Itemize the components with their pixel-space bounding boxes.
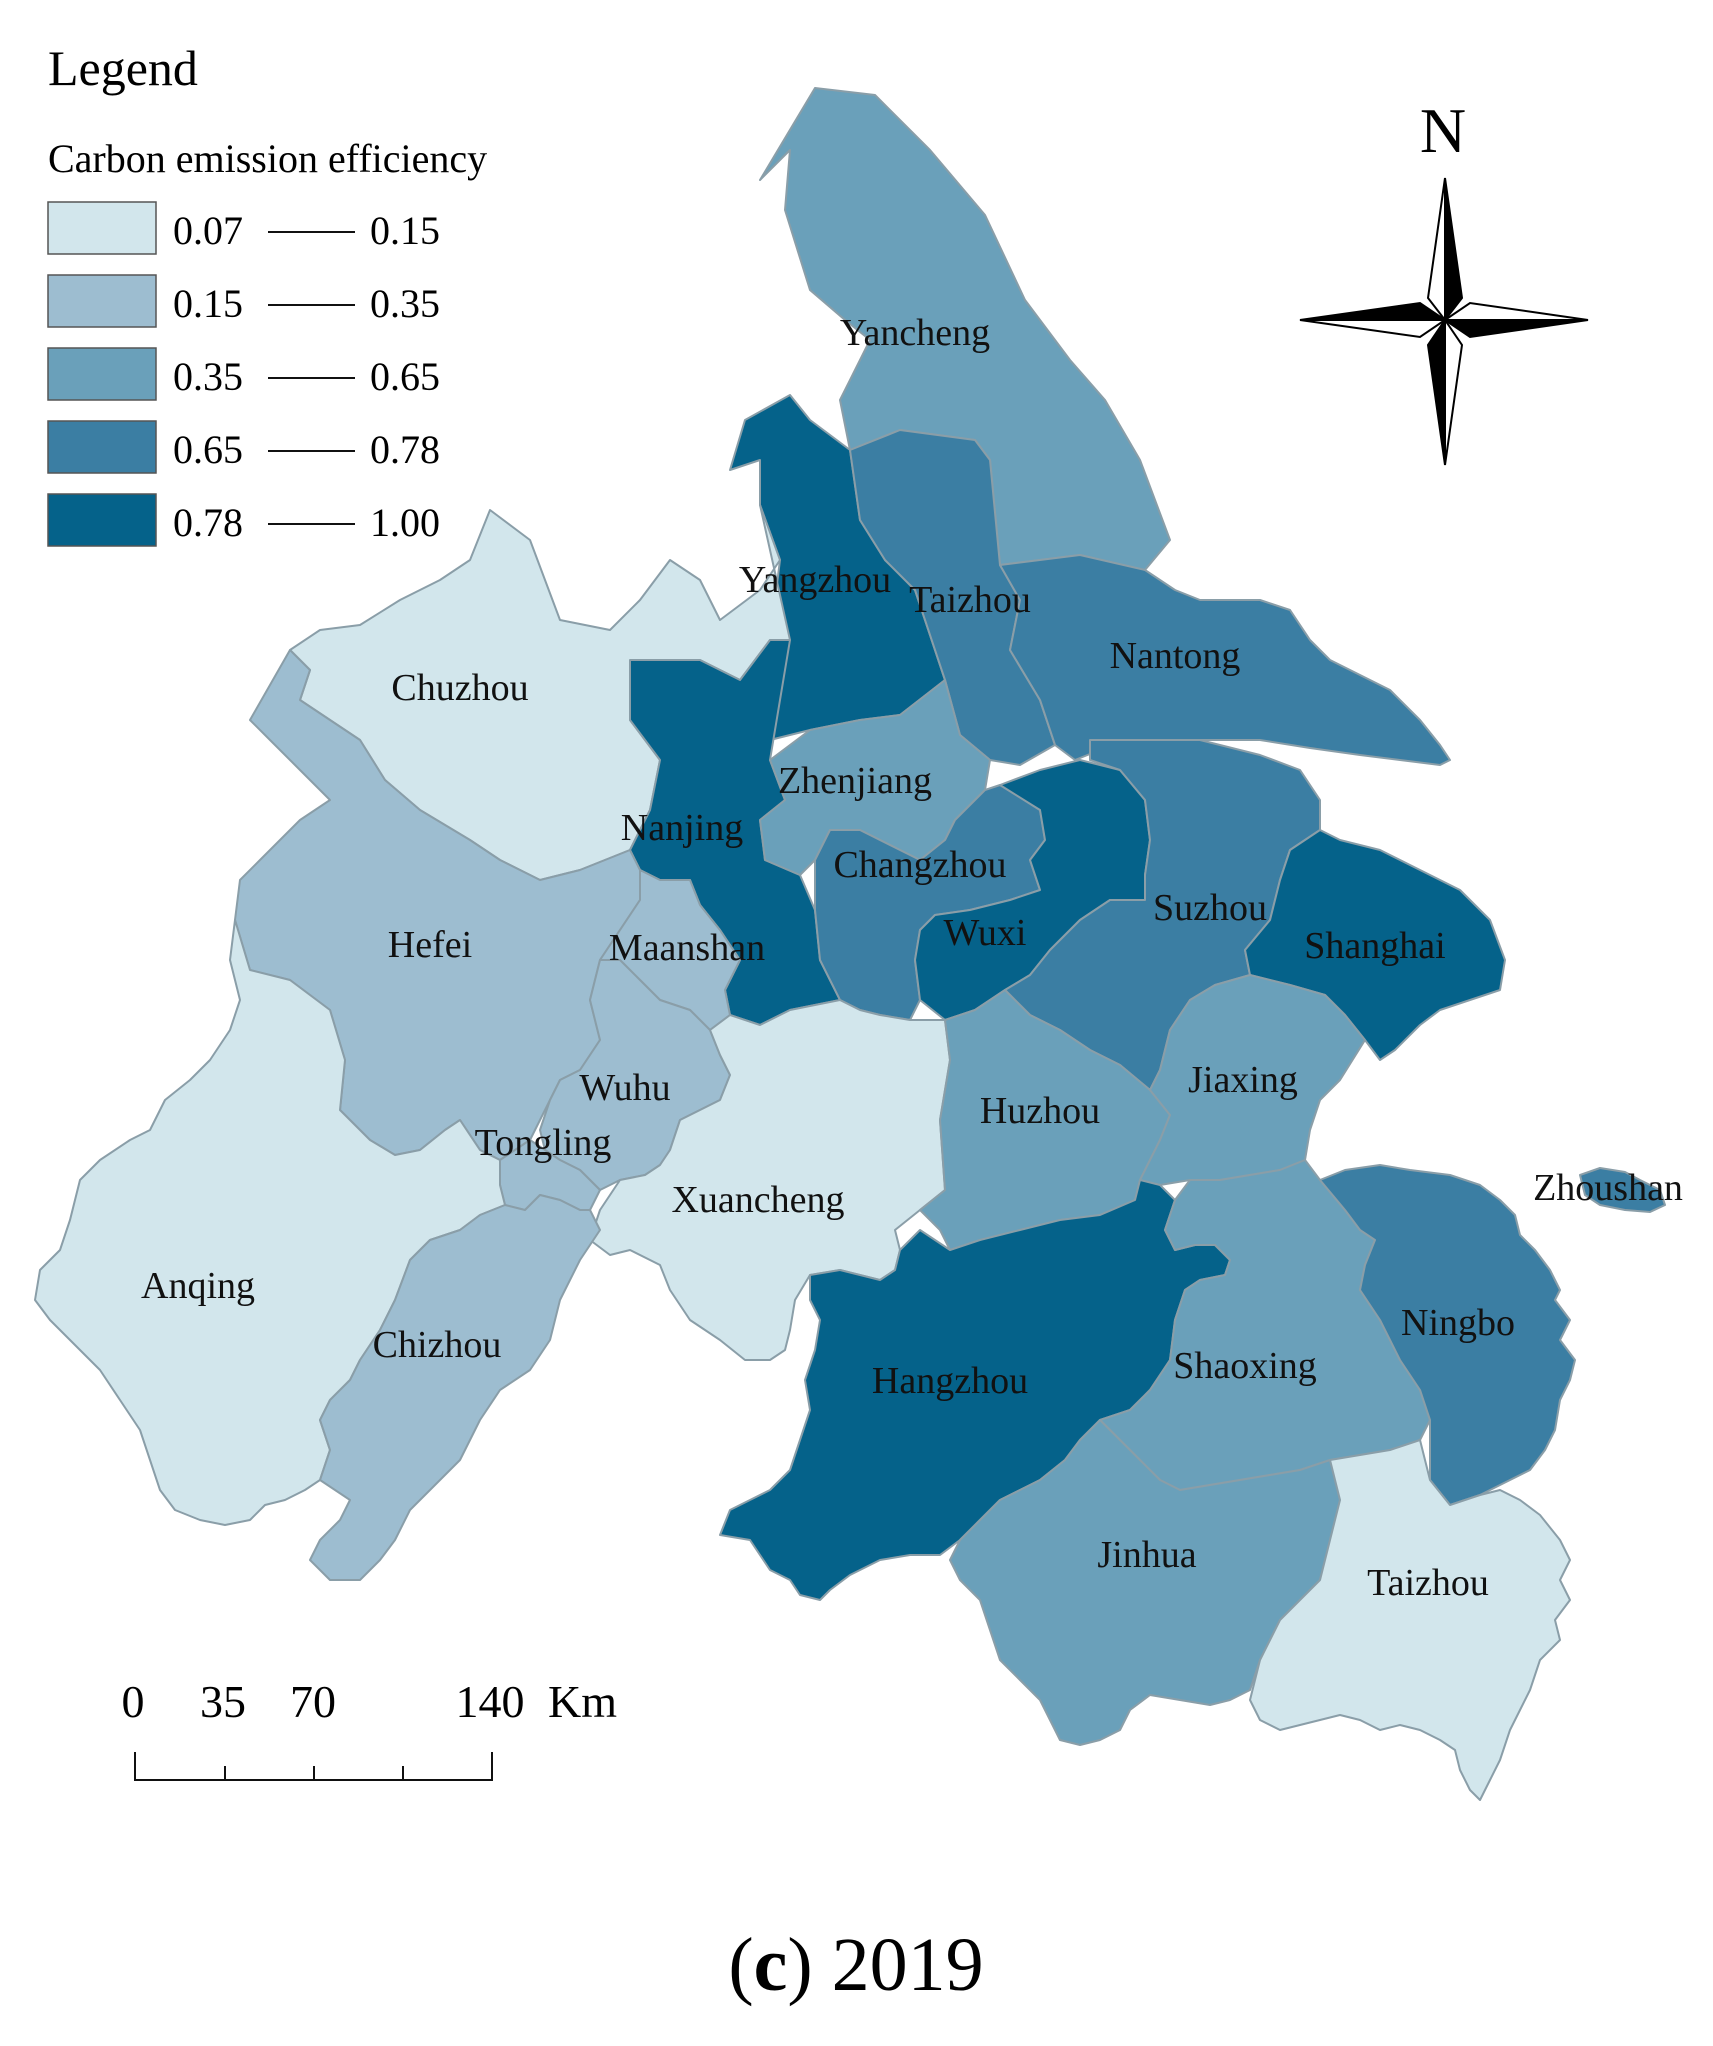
region-ningbo: [1319, 1164, 1576, 1506]
compass-west-top: [1299, 301, 1449, 321]
label-xuancheng: Xuancheng: [671, 1179, 844, 1221]
compass-west-bottom: [1299, 319, 1449, 339]
compass-south-right: [1444, 316, 1464, 466]
legend-swatch: [47, 274, 157, 328]
legend-max: 0.78: [370, 427, 440, 472]
label-wuxi: Wuxi: [944, 912, 1027, 954]
legend-title: Legend: [48, 40, 198, 96]
region-anqing: [34, 919, 506, 1526]
region-taizhou-zj: [1249, 1439, 1571, 1801]
region-chizhou: [309, 1194, 601, 1581]
city-labels: Yancheng Yangzhou Taizhou Nantong Chuzho…: [141, 312, 1683, 1604]
label-nanjing: Nanjing: [621, 807, 743, 849]
legend-swatch: [47, 493, 157, 547]
region-shanghai: [1244, 829, 1506, 1061]
legend-swatch: [47, 347, 157, 401]
label-yangzhou: Yangzhou: [739, 559, 891, 601]
compass-north-left: [1426, 177, 1446, 323]
legend-min: 0.65: [173, 427, 243, 472]
label-yancheng: Yancheng: [840, 312, 990, 354]
scale-unit: Km: [548, 1676, 617, 1727]
north-arrow-icon: N: [1299, 95, 1589, 466]
label-zhenjiang: Zhenjiang: [778, 760, 932, 802]
compass-south-left: [1426, 316, 1446, 466]
label-maanshan: Maanshan: [609, 927, 765, 969]
scale-tick-label: 35: [200, 1676, 246, 1727]
label-jinhua: Jinhua: [1097, 1534, 1196, 1576]
legend-max: 1.00: [370, 500, 440, 545]
region-zhoushan: [1579, 1167, 1666, 1213]
label-hangzhou: Hangzhou: [872, 1360, 1028, 1402]
scale-tick-label: 0: [122, 1676, 145, 1727]
label-shanghai: Shanghai: [1304, 925, 1445, 967]
legend-swatch: [47, 201, 157, 255]
region-xuancheng: [589, 999, 951, 1361]
label-nantong: Nantong: [1110, 635, 1241, 677]
region-jinhua: [949, 1419, 1341, 1746]
label-anqing: Anqing: [141, 1265, 255, 1307]
label-taizhou-js: Taizhou: [909, 579, 1031, 621]
compass-east-bottom: [1441, 319, 1589, 339]
label-changzhou: Changzhou: [833, 844, 1006, 886]
legend: Legend Carbon emission efficiency 0.07 0…: [47, 40, 487, 547]
caption-panel: c: [754, 1923, 788, 2007]
legend-item: 0.15 0.35: [47, 274, 440, 328]
figure-caption: (c) 2019: [728, 1923, 983, 2007]
scale-bar: 0 35 70 140 Km: [122, 1676, 617, 1781]
legend-item: 0.35 0.65: [47, 347, 440, 401]
legend-item: 0.65 0.78: [47, 420, 440, 474]
label-hefei: Hefei: [388, 924, 472, 966]
scale-bar-line: [134, 1752, 493, 1781]
compass-east-top: [1441, 301, 1589, 321]
label-wuhu: Wuhu: [579, 1067, 670, 1109]
label-taizhou-zj: Taizhou: [1367, 1562, 1489, 1604]
legend-subtitle: Carbon emission efficiency: [48, 136, 487, 181]
legend-item: 0.78 1.00: [47, 493, 440, 547]
label-suzhou: Suzhou: [1153, 887, 1267, 929]
label-huzhou: Huzhou: [980, 1090, 1100, 1132]
region-jiaxing: [1139, 974, 1366, 1186]
north-label: N: [1420, 95, 1466, 166]
label-jiaxing: Jiaxing: [1188, 1059, 1298, 1101]
scale-tick-label: 140: [456, 1676, 525, 1727]
legend-max: 0.65: [370, 354, 440, 399]
caption-text: (c) 2019: [728, 1923, 983, 2007]
label-tongling: Tongling: [475, 1122, 612, 1164]
legend-item: 0.07 0.15: [47, 201, 440, 255]
scale-tick-label: 70: [290, 1676, 336, 1727]
legend-min: 0.78: [173, 500, 243, 545]
label-zhoushan: Zhoushan: [1533, 1167, 1683, 1209]
label-shaoxing: Shaoxing: [1173, 1345, 1317, 1387]
legend-max: 0.15: [370, 208, 440, 253]
legend-min: 0.15: [173, 281, 243, 326]
legend-min: 0.35: [173, 354, 243, 399]
compass-north-right: [1444, 177, 1464, 323]
label-chuzhou: Chuzhou: [391, 667, 528, 709]
caption-year: 2019: [832, 1923, 984, 2007]
city-regions: [34, 87, 1666, 1801]
legend-min: 0.07: [173, 208, 243, 253]
legend-swatch: [47, 420, 157, 474]
label-ningbo: Ningbo: [1401, 1302, 1515, 1344]
label-chizhou: Chizhou: [373, 1324, 502, 1366]
region-nantong: [999, 554, 1451, 766]
legend-max: 0.35: [370, 281, 440, 326]
